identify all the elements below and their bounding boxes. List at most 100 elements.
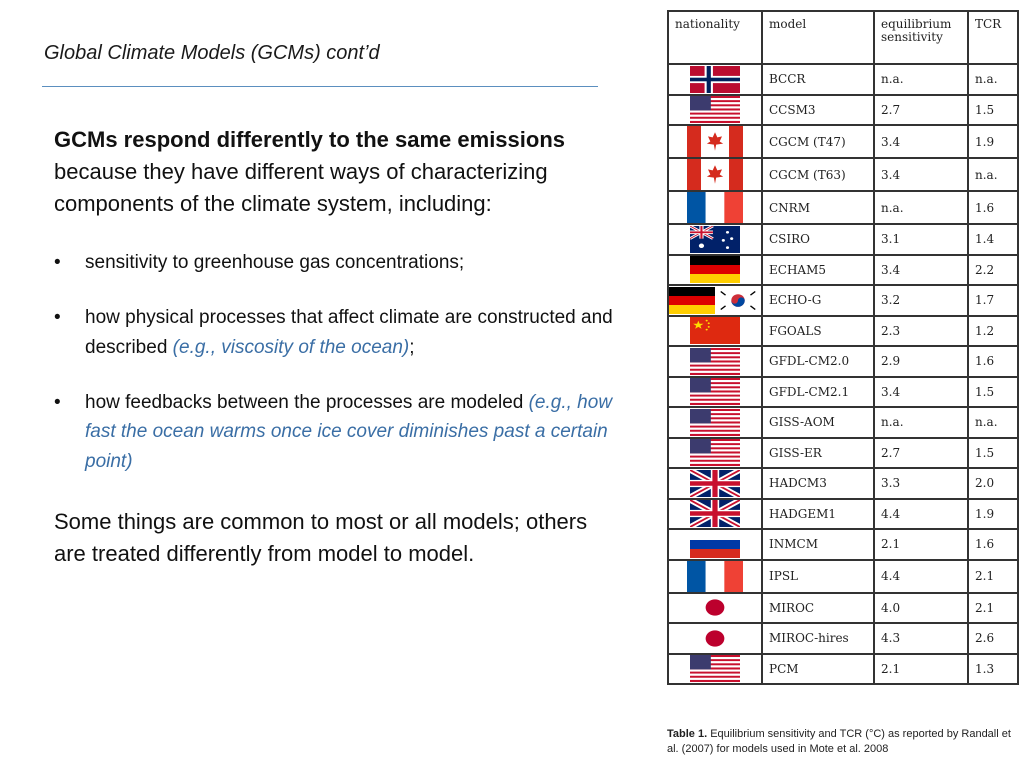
canada-flag-icon [687, 159, 743, 190]
france-flag-icon [687, 192, 743, 223]
model-cell: INMCM [761, 528, 875, 561]
sensitivity-cell: 3.4 [873, 253, 969, 286]
tcr-cell: 1.5 [967, 93, 1019, 126]
sensitivity-cell: 3.3 [873, 467, 969, 500]
model-cell: CSIRO [761, 223, 875, 256]
tcr-cell: 1.9 [967, 124, 1019, 159]
table-row: GFDL-CM2.1 3.4 1.5 [667, 375, 1019, 408]
nationality-cell [667, 467, 763, 500]
nationality-cell [667, 253, 763, 286]
tcr-cell: 2.6 [967, 622, 1019, 655]
model-cell: MIROC [761, 591, 875, 624]
model-cell: ECHO-G [761, 284, 875, 317]
slide-title: Global Climate Models (GCMs) cont’d [44, 42, 380, 64]
nationality-cell [667, 497, 763, 530]
tcr-cell: 1.4 [967, 223, 1019, 256]
tcr-cell: 1.6 [967, 190, 1019, 225]
bullet-example: (e.g., how fast the ocean warms once ice… [85, 391, 613, 472]
bullet-text: how physical processes that affect clima… [85, 307, 613, 358]
nationality-cell [667, 284, 763, 317]
gcm-table: nationality model equilibrium sensitivit… [667, 10, 1019, 685]
intro-paragraph: GCMs respond differently to the same emi… [54, 124, 614, 220]
nationality-cell [667, 558, 763, 594]
nationality-cell [667, 345, 763, 378]
nationality-cell [667, 157, 763, 192]
tcr-cell: n.a. [967, 406, 1019, 439]
usa-flag-icon [690, 347, 740, 375]
sensitivity-cell: 2.9 [873, 345, 969, 378]
sensitivity-cell: 4.4 [873, 497, 969, 530]
table-row: MIROC 4.0 2.1 [667, 591, 1019, 624]
sensitivity-cell: n.a. [873, 406, 969, 439]
uk-flag-icon [690, 500, 740, 528]
tcr-cell: 2.2 [967, 253, 1019, 286]
model-cell: GISS-AOM [761, 406, 875, 439]
sensitivity-cell: 2.3 [873, 314, 969, 347]
japan-flag-icon [690, 594, 740, 622]
sensitivity-cell: 3.4 [873, 124, 969, 159]
caption-text: Equilibrium sensitivity and TCR (°C) as … [667, 728, 1011, 755]
nationality-cell [667, 406, 763, 439]
tcr-cell: 1.3 [967, 652, 1019, 685]
nationality-cell [667, 622, 763, 655]
model-cell: CCSM3 [761, 93, 875, 126]
tcr-cell: 2.1 [967, 591, 1019, 624]
model-cell: BCCR [761, 63, 875, 96]
nationality-cell [667, 223, 763, 256]
russia-flag-icon [690, 530, 740, 558]
outro-paragraph: Some things are common to most or all mo… [54, 509, 588, 567]
table-row: GISS-AOM n.a. n.a. [667, 406, 1019, 439]
table-row: BCCR n.a. n.a. [667, 63, 1019, 96]
usa-flag-icon [690, 408, 740, 436]
tcr-cell: 2.1 [967, 558, 1019, 594]
bullet-item: sensitivity to greenhouse gas concentrat… [54, 248, 614, 278]
table-row: IPSL 4.4 2.1 [667, 558, 1019, 594]
sensitivity-cell: n.a. [873, 190, 969, 225]
sensitivity-cell: 3.2 [873, 284, 969, 317]
header-nationality: nationality [667, 10, 763, 65]
sensitivity-cell: 4.0 [873, 591, 969, 624]
bullet-example: (e.g., viscosity of the ocean) [172, 336, 410, 358]
bullet-tail: ; [409, 336, 415, 358]
title-divider [42, 86, 598, 87]
nationality-cell [667, 436, 763, 469]
tcr-cell: 1.6 [967, 528, 1019, 561]
table-row: CSIRO 3.1 1.4 [667, 223, 1019, 256]
text-panel: GCMs respond differently to the same emi… [54, 124, 614, 570]
uk-flag-icon [690, 469, 740, 497]
tcr-cell: 1.2 [967, 314, 1019, 347]
sensitivity-cell: 2.7 [873, 93, 969, 126]
canada-flag-icon [687, 126, 743, 157]
intro-rest: because they have different ways of char… [54, 158, 548, 216]
tcr-cell: 1.5 [967, 436, 1019, 469]
model-cell: CGCM (T63) [761, 157, 875, 192]
header-equilibrium-sensitivity: equilibrium sensitivity [873, 10, 969, 65]
tcr-cell: n.a. [967, 157, 1019, 192]
nationality-cell [667, 314, 763, 347]
sensitivity-cell: n.a. [873, 63, 969, 96]
model-cell: GFDL-CM2.1 [761, 375, 875, 408]
tcr-cell: 1.7 [967, 284, 1019, 317]
bullet-item: how feedbacks between the processes are … [54, 388, 614, 476]
table-row: ECHO-G 3.2 1.7 [667, 284, 1019, 317]
france-flag-icon [687, 560, 743, 592]
sensitivity-cell: 4.4 [873, 558, 969, 594]
australia-flag-icon [690, 225, 740, 253]
nationality-cell [667, 591, 763, 624]
germany-flag-icon [690, 256, 740, 284]
model-cell: FGOALS [761, 314, 875, 347]
table-row: MIROC-hires 4.3 2.6 [667, 622, 1019, 655]
nationality-cell [667, 528, 763, 561]
bullet-text: how feedbacks between the processes are … [85, 391, 529, 413]
tcr-cell: 1.5 [967, 375, 1019, 408]
table-row: CNRM n.a. 1.6 [667, 190, 1019, 225]
table-row: CGCM (T47) 3.4 1.9 [667, 124, 1019, 159]
table-row: CCSM3 2.7 1.5 [667, 93, 1019, 126]
bullet-text: sensitivity to greenhouse gas concentrat… [85, 251, 465, 273]
tcr-cell: 1.9 [967, 497, 1019, 530]
table-row: FGOALS 2.3 1.2 [667, 314, 1019, 347]
sensitivity-cell: 2.1 [873, 528, 969, 561]
table-row: CGCM (T63) 3.4 n.a. [667, 157, 1019, 192]
sensitivity-cell: 3.1 [873, 223, 969, 256]
model-cell: CNRM [761, 190, 875, 225]
